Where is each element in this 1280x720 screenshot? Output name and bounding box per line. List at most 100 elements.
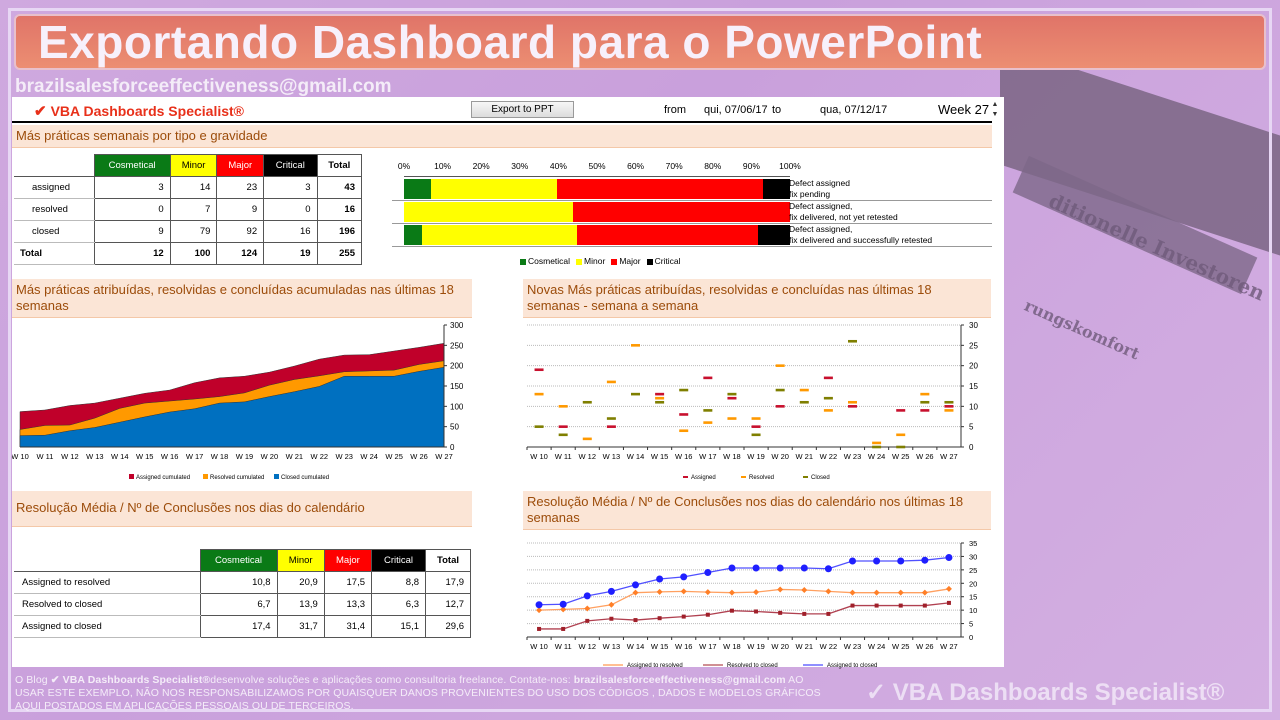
bar-segment-major <box>577 225 759 245</box>
section-title-weekly: Más práticas semanais por tipo e gravida… <box>12 125 992 148</box>
svg-text:W 24: W 24 <box>868 452 886 461</box>
table-row: Resolved to closed 6,7 13,9 13,3 6,3 12,… <box>14 593 471 616</box>
svg-text:W 14: W 14 <box>627 452 645 461</box>
svg-text:W 15: W 15 <box>651 642 669 651</box>
spinner-down-icon[interactable]: ▼ <box>991 111 999 118</box>
slide-frame <box>8 8 1272 712</box>
cell: 8,8 <box>371 571 426 594</box>
svg-text:5: 5 <box>969 620 973 629</box>
cell: 13,3 <box>323 593 373 616</box>
cell: 6,7 <box>199 593 278 616</box>
footer-email[interactable]: brazilsalesforceeffectiveness@gmail.com <box>573 674 786 686</box>
cell: 9 <box>93 220 171 243</box>
from-date: qui, 07/06/17 <box>704 104 768 116</box>
cell-total: 16 <box>316 198 363 221</box>
bar-segment-cosmetical <box>404 225 422 245</box>
col-cosmetical: Cosmetical <box>93 154 171 177</box>
cell: 0 <box>93 198 171 221</box>
footer-disclaimer: O Blog ✔ VBA Dashboards Specialist®desen… <box>15 674 821 712</box>
svg-text:250: 250 <box>450 341 464 350</box>
bar-segment-critical <box>758 225 790 245</box>
bar-segment-minor <box>404 202 573 222</box>
week-label: Week <box>938 102 971 117</box>
legend-item-major: Major <box>611 256 641 266</box>
svg-text:W 14: W 14 <box>627 642 645 651</box>
svg-text:W 17: W 17 <box>699 642 717 651</box>
svg-text:20: 20 <box>969 362 978 371</box>
cell: 14 <box>169 176 218 199</box>
week-spinner[interactable]: ▲ ▼ <box>990 100 1000 122</box>
svg-text:30: 30 <box>969 552 977 561</box>
axis-tick-label: 10% <box>434 161 452 171</box>
cell: 17,5 <box>323 571 373 594</box>
axis-tick-label: 60% <box>627 161 645 171</box>
svg-text:Assigned cumulated: Assigned cumulated <box>136 475 190 481</box>
bar-segment-critical <box>763 179 790 199</box>
row-label: Total <box>14 242 94 265</box>
svg-text:W 18: W 18 <box>723 452 741 461</box>
svg-text:5: 5 <box>969 423 974 432</box>
export-to-ppt-button[interactable]: Export to PPT <box>471 101 574 118</box>
svg-text:W 19: W 19 <box>236 452 254 461</box>
svg-text:10: 10 <box>969 606 977 615</box>
cumulative-area-chart: 0 50 100 150 200 250 300 W 10 W 11 W 12 W 13 W 14 W … <box>12 321 464 481</box>
svg-text:Assigned: Assigned <box>691 475 716 481</box>
bar-segment-major <box>556 179 764 199</box>
svg-text:W 10: W 10 <box>12 452 29 461</box>
svg-text:W 15: W 15 <box>651 452 669 461</box>
table-row: assigned 3 14 23 3 43 <box>14 176 363 199</box>
cell: 19 <box>263 242 318 265</box>
svg-text:W 23: W 23 <box>335 452 353 461</box>
bar-description: Defect assigned fix pending <box>789 178 850 199</box>
bar-description: Defect assigned, fix delivered, not yet r… <box>789 201 898 222</box>
svg-text:W 18: W 18 <box>211 452 229 461</box>
resolution-table: Cosmetical Minor Major Critical Total As… <box>14 549 471 638</box>
week-value: 27 <box>974 102 990 117</box>
axis-tick-label: 100% <box>779 161 801 171</box>
svg-text:15: 15 <box>969 593 977 602</box>
axis-tick-label: 0% <box>397 161 411 171</box>
svg-text:50: 50 <box>450 423 459 432</box>
svg-text:W 11: W 11 <box>555 452 572 461</box>
section-title-cumulative: Más práticas atribuídas, resolvidas e co… <box>12 279 472 318</box>
svg-text:300: 300 <box>450 321 464 330</box>
cell: 20,9 <box>276 571 325 594</box>
axis-tick-label: 20% <box>472 161 490 171</box>
col-minor: Minor <box>169 154 218 177</box>
svg-text:Resolved: Resolved <box>749 475 774 481</box>
bar-segment-minor <box>421 225 578 245</box>
cell: 3 <box>263 176 318 199</box>
svg-text:W 12: W 12 <box>579 642 597 651</box>
svg-text:W 15: W 15 <box>136 452 154 461</box>
svg-text:0: 0 <box>969 633 973 642</box>
axis-tick-label: 70% <box>665 161 683 171</box>
col-critical: Critical <box>263 154 318 177</box>
bar-resolved <box>404 202 790 222</box>
contact-email: brazilsalesforceeffectiveness@gmail.com <box>15 76 392 97</box>
svg-text:W 10: W 10 <box>530 452 548 461</box>
cell: 92 <box>216 220 265 243</box>
svg-text:W 19: W 19 <box>747 642 765 651</box>
svg-text:Closed: Closed <box>811 475 830 481</box>
axis-tick-label: 80% <box>704 161 722 171</box>
svg-text:15: 15 <box>969 382 978 391</box>
dashboard-header: ✔ VBA Dashboards Specialist® Export to PP… <box>12 97 998 123</box>
svg-text:W 12: W 12 <box>61 452 79 461</box>
cell: 100 <box>169 242 218 265</box>
brand-logo: ✔ VBA Dashboards Specialist® <box>34 102 244 120</box>
legend-item-cosmetical: Cosmetical <box>520 256 570 266</box>
bar-segment-minor <box>430 179 557 199</box>
cell: 13,9 <box>276 593 325 616</box>
svg-text:W 25: W 25 <box>892 452 910 461</box>
table-total-row: Total 12 100 124 19 255 <box>14 242 363 265</box>
cell: 7 <box>169 198 218 221</box>
bar-chart-legend: Cosmetical Minor Major Critical <box>520 256 681 266</box>
svg-text:W 21: W 21 <box>286 452 304 461</box>
legend-item-minor: Minor <box>576 256 605 266</box>
to-date: qua, 07/12/17 <box>820 104 888 116</box>
spinner-up-icon[interactable]: ▲ <box>991 101 999 108</box>
brand-name: VBA Dashboards Specialist® <box>50 103 244 119</box>
svg-text:W 13: W 13 <box>86 452 104 461</box>
svg-text:W 20: W 20 <box>771 642 789 651</box>
axis-tick-label: 50% <box>588 161 606 171</box>
